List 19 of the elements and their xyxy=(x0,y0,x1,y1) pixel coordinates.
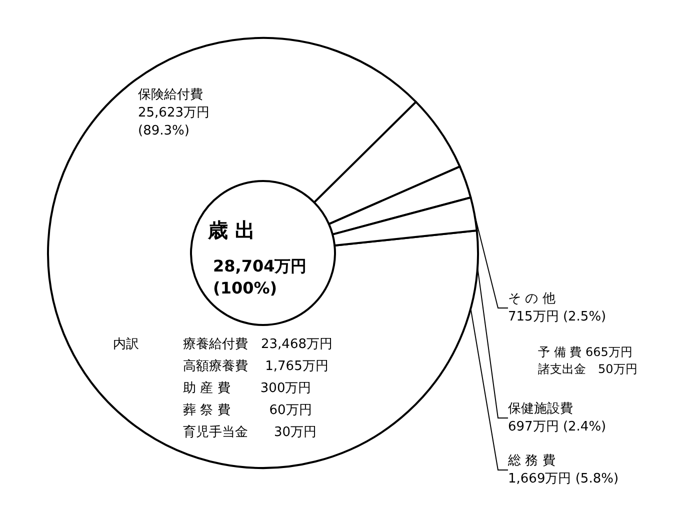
text: 葬 祭 費 60万円 xyxy=(183,403,312,418)
data-label: 697万円 (2.4%) xyxy=(508,420,606,434)
data-label: 1,669万円 (5.8%) xyxy=(508,472,619,486)
text: 療養給付費 23,468万円 xyxy=(183,337,332,352)
text: 諸支出金 50万円 xyxy=(538,362,638,376)
slice-label: 保険給付費 xyxy=(138,88,203,102)
text: 助 産 費 300万円 xyxy=(183,380,312,396)
slice-label: 総 務 費 xyxy=(507,454,556,468)
text: 歳 出 xyxy=(207,218,255,242)
text: 内訳 xyxy=(113,337,139,352)
text: 高額療養費 1,765万円 xyxy=(183,358,328,374)
text: 28,704万円 xyxy=(213,256,307,276)
text: (100%) xyxy=(213,278,278,298)
data-label: 715万円 (2.5%) xyxy=(508,310,606,324)
data-label: 25,623万円 (89.3%) xyxy=(138,106,210,138)
slice-label: 保健施設費 xyxy=(508,402,573,416)
slice-label: そ の 他 xyxy=(508,292,556,306)
text: 予 備 費 665万円 xyxy=(538,345,632,359)
text: 育児手当金 30万円 xyxy=(183,424,317,440)
